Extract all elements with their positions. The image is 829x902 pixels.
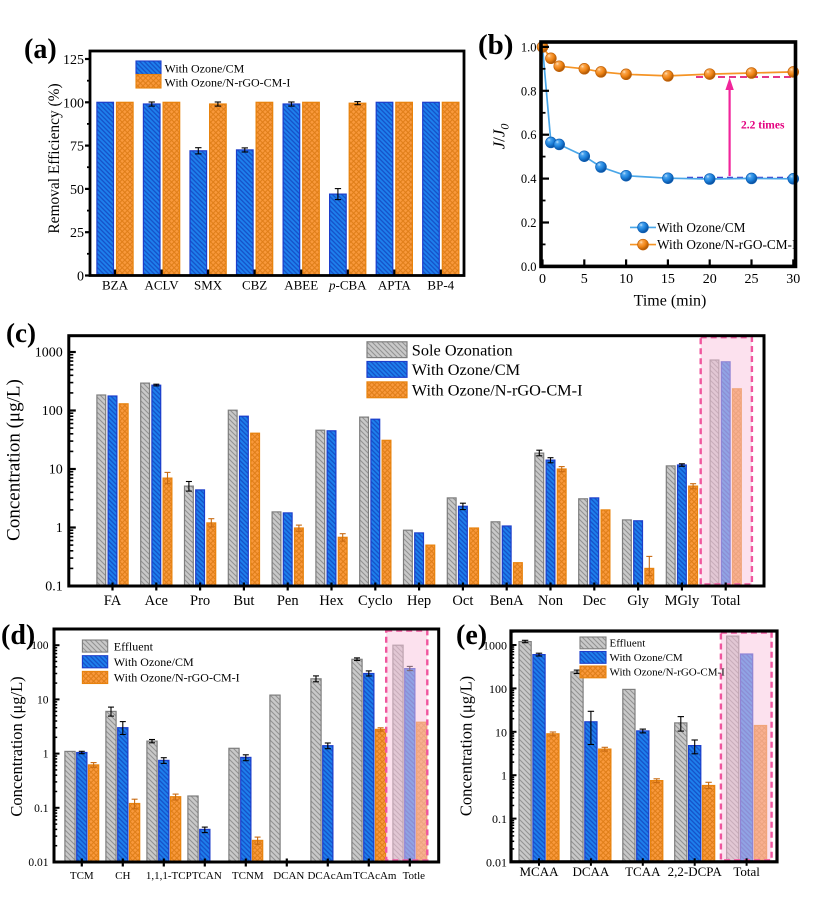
svg-text:Pen: Pen [277, 593, 300, 609]
svg-text:100: 100 [31, 640, 49, 652]
svg-text:Concentration (μg/L): Concentration (μg/L) [4, 379, 25, 541]
svg-text:TCAN: TCAN [192, 870, 222, 882]
svg-text:Removal Efficiency (%): Removal Efficiency (%) [46, 83, 63, 233]
svg-text:25: 25 [70, 226, 84, 241]
svg-text:0.01: 0.01 [28, 857, 48, 869]
svg-text:0.0: 0.0 [521, 260, 537, 274]
svg-text:J/J0: J/J0 [490, 124, 512, 150]
svg-text:With Ozone/CM: With Ozone/CM [412, 360, 520, 379]
svg-text:1.0: 1.0 [521, 40, 537, 54]
svg-text:0.2: 0.2 [521, 216, 537, 230]
svg-text:(e): (e) [456, 620, 487, 651]
svg-text:0.1: 0.1 [492, 812, 507, 826]
svg-text:5: 5 [581, 272, 588, 287]
svg-text:0: 0 [77, 270, 84, 285]
svg-text:30: 30 [786, 272, 800, 287]
svg-text:BP-4: BP-4 [427, 278, 454, 293]
svg-text:Pro: Pro [190, 593, 210, 609]
svg-text:125: 125 [63, 53, 84, 68]
svg-text:(c): (c) [6, 318, 36, 348]
svg-text:100: 100 [489, 682, 507, 696]
svg-text:(d): (d) [1, 620, 35, 651]
svg-text:DCAA: DCAA [572, 864, 609, 879]
svg-text:Hep: Hep [407, 593, 431, 609]
svg-text:100: 100 [42, 404, 63, 419]
svg-text:TCM: TCM [70, 870, 94, 882]
svg-text:50: 50 [70, 183, 84, 198]
svg-text:With Ozone/N-rGO-CM-I: With Ozone/N-rGO-CM-I [610, 667, 726, 679]
svg-text:0.01: 0.01 [486, 856, 507, 870]
svg-text:0.8: 0.8 [521, 84, 537, 98]
svg-text:(a): (a) [24, 34, 57, 65]
svg-text:20: 20 [703, 272, 717, 287]
svg-text:Total: Total [711, 593, 741, 609]
svg-text:BZA: BZA [102, 278, 129, 293]
svg-text:BenA: BenA [490, 593, 524, 609]
svg-text:10: 10 [495, 725, 507, 739]
svg-text:Time (min): Time (min) [634, 293, 707, 310]
svg-text:Ace: Ace [145, 593, 168, 609]
svg-text:Dec: Dec [583, 593, 606, 609]
svg-text:With Ozone/N-rGO-CM-I: With Ozone/N-rGO-CM-I [657, 237, 796, 252]
svg-text:TCAcAm: TCAcAm [353, 870, 397, 882]
svg-text:But: But [233, 593, 254, 609]
svg-text:p-CBA: p-CBA [328, 278, 367, 293]
svg-text:0.1: 0.1 [45, 580, 63, 595]
svg-text:(b): (b) [478, 29, 513, 61]
svg-text:1: 1 [43, 749, 49, 761]
svg-text:0.4: 0.4 [521, 172, 537, 186]
svg-text:TCAA: TCAA [625, 864, 661, 879]
svg-text:Hex: Hex [319, 593, 344, 609]
svg-text:With Ozone/CM: With Ozone/CM [610, 652, 683, 664]
svg-text:10: 10 [619, 272, 633, 287]
svg-text:With Ozone/N-rGO-CM-I: With Ozone/N-rGO-CM-I [165, 76, 291, 90]
svg-text:ABEE: ABEE [284, 278, 318, 293]
svg-text:1000: 1000 [483, 639, 507, 653]
svg-text:MCAA: MCAA [519, 864, 559, 879]
svg-text:With Ozone/N-rGO-CM-I: With Ozone/N-rGO-CM-I [412, 380, 583, 399]
svg-text:1: 1 [56, 521, 63, 536]
svg-text:Concentration (μg/L): Concentration (μg/L) [457, 676, 476, 816]
svg-text:CBZ: CBZ [242, 278, 267, 293]
svg-text:Total: Total [733, 864, 760, 879]
svg-text:15: 15 [661, 272, 675, 287]
svg-text:MGly: MGly [665, 593, 700, 609]
svg-text:Oct: Oct [452, 593, 473, 609]
svg-text:10: 10 [37, 694, 49, 706]
svg-text:DCAN: DCAN [273, 870, 304, 882]
svg-text:Concentration (μg/L): Concentration (μg/L) [7, 676, 26, 816]
svg-text:With Ozone/CM: With Ozone/CM [114, 655, 194, 669]
svg-text:1,1,1-TCP: 1,1,1-TCP [146, 870, 192, 882]
svg-text:Non: Non [538, 593, 564, 609]
svg-text:With Ozone/CM: With Ozone/CM [657, 220, 746, 235]
svg-text:0.1: 0.1 [34, 803, 49, 815]
svg-text:Effluent: Effluent [610, 638, 646, 650]
svg-text:SMX: SMX [194, 278, 223, 293]
svg-text:Effluent: Effluent [114, 639, 154, 653]
svg-text:100: 100 [63, 96, 84, 111]
svg-text:CH: CH [115, 870, 130, 882]
svg-text:0: 0 [539, 272, 546, 287]
svg-text:With Ozone/N-rGO-CM-I: With Ozone/N-rGO-CM-I [114, 671, 240, 685]
svg-text:25: 25 [745, 272, 759, 287]
svg-text:APTA: APTA [378, 278, 412, 293]
svg-text:Cyclo: Cyclo [358, 593, 393, 609]
svg-text:Sole Ozonation: Sole Ozonation [412, 340, 513, 359]
svg-text:Totle: Totle [403, 870, 426, 882]
svg-text:ACLV: ACLV [144, 278, 179, 293]
svg-text:1: 1 [501, 769, 507, 783]
svg-text:2.2 times: 2.2 times [741, 120, 785, 132]
svg-text:DCAcAm: DCAcAm [307, 870, 352, 882]
svg-text:75: 75 [70, 140, 84, 155]
svg-text:FA: FA [104, 593, 122, 609]
svg-text:10: 10 [49, 463, 63, 478]
svg-text:2,2-DCPA: 2,2-DCPA [668, 864, 723, 879]
svg-text:TCNM: TCNM [232, 870, 264, 882]
svg-text:With Ozone/CM: With Ozone/CM [165, 61, 245, 75]
svg-text:1000: 1000 [35, 346, 63, 361]
svg-text:Gly: Gly [627, 593, 650, 609]
svg-text:0.6: 0.6 [521, 128, 537, 142]
